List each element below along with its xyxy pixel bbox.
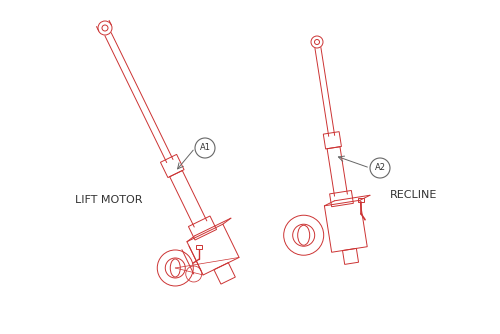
- Text: RECLINE: RECLINE: [390, 190, 438, 200]
- Circle shape: [195, 138, 215, 158]
- Text: A1: A1: [200, 144, 210, 153]
- Text: A2: A2: [374, 164, 386, 172]
- Text: LIFT MOTOR: LIFT MOTOR: [75, 195, 142, 205]
- Circle shape: [370, 158, 390, 178]
